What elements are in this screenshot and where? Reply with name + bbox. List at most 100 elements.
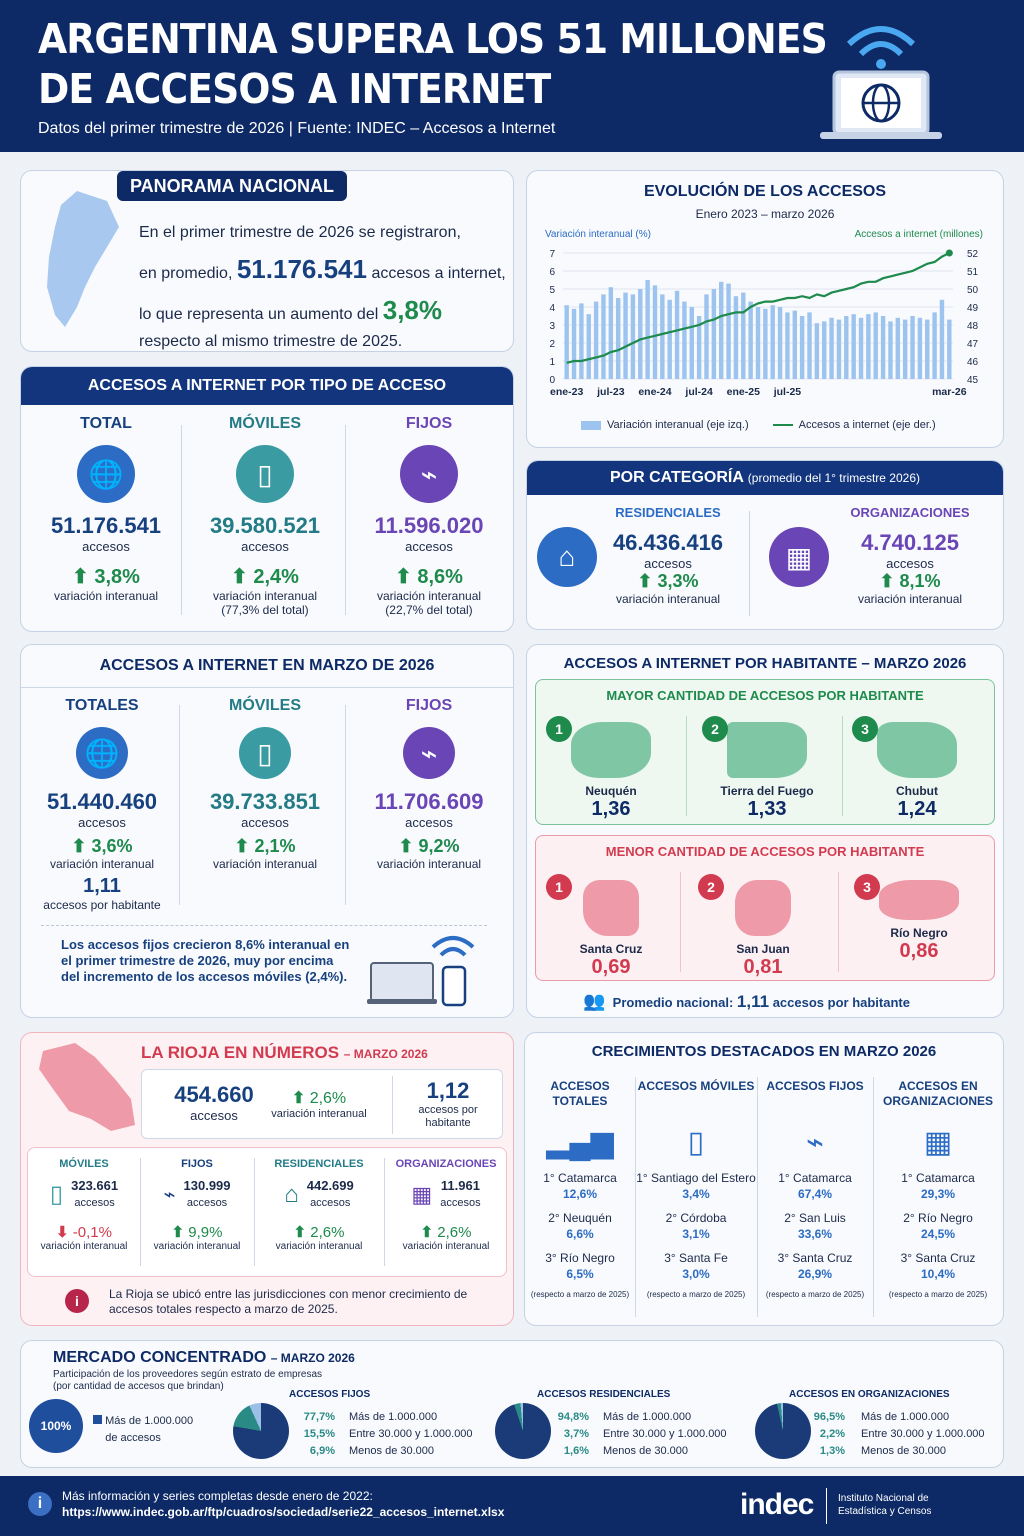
left-tick-label: 5: [549, 285, 555, 296]
header-banner: ARGENTINA SUPERA LOS 51 MILLONES DE ACCES…: [0, 0, 1024, 152]
argentina-map-icon: [47, 191, 119, 327]
right-tick-label: 46: [967, 357, 979, 368]
left-tick-label: 0: [549, 375, 555, 386]
bar: [770, 305, 775, 379]
phone-icon: ▯: [49, 1181, 64, 1208]
bar: [851, 314, 856, 379]
march-fijos: FIJOS ⌁ 11.706.609 accesos ⬆ 9,2% variac…: [374, 697, 484, 871]
building-icon: ▦: [923, 1126, 953, 1159]
legend-bar-swatch: [581, 420, 601, 430]
bar: [711, 289, 717, 379]
bar: [623, 292, 628, 379]
globe-icon: 🌐: [77, 445, 135, 503]
top-rank-2: 2 Tierra del Fuego 1,33: [692, 716, 842, 821]
bar: [902, 319, 908, 379]
people-icon: 👥: [583, 991, 606, 1011]
left-tick-label: 7: [549, 249, 555, 260]
left-axis-label: Variación interanual (%): [545, 229, 651, 240]
access-type-card: ACCESOS A INTERNET POR TIPO DE ACCESO TO…: [20, 366, 514, 632]
bar: [593, 301, 599, 379]
type-total: TOTAL 🌐 51.176.541 accesos ⬆ 3,8% variac…: [50, 415, 162, 603]
x-tick-label: mar-26: [932, 386, 967, 398]
la-rioja-note: La Rioja se ubicó entre las jurisdiccion…: [109, 1287, 468, 1316]
bar: [777, 307, 783, 379]
x-tick-label: ene-25: [727, 386, 760, 398]
bar: [844, 316, 849, 379]
bottom-ranking-panel: MENOR CANTIDAD DE ACCESOS POR HABITANTE …: [535, 835, 995, 981]
arrow-down-icon: ⬇: [56, 1224, 69, 1241]
march-title: ACCESOS A INTERNET EN MARZO DE 2026: [99, 657, 435, 674]
rioja-residenciales: RESIDENCIALES ⌂ 442.699 accesos ⬆ 2,6% var…: [274, 1158, 364, 1252]
bar: [571, 308, 577, 379]
arrow-up-icon: ⬆: [398, 836, 414, 856]
panorama-title: PANORAMA NACIONAL: [117, 171, 347, 201]
bar: [925, 319, 930, 379]
arrow-up-icon: ⬆: [234, 836, 250, 856]
bar: [888, 321, 893, 379]
info-icon: i: [28, 1492, 52, 1516]
right-tick-label: 49: [967, 303, 979, 314]
bar: [763, 308, 768, 379]
bar: [696, 316, 702, 379]
top-rank-1: 1 Neuquén 1,36: [536, 716, 686, 821]
arrow-up-icon: ⬆: [420, 1224, 434, 1241]
right-tick-label: 45: [967, 375, 979, 386]
category-card: POR CATEGORÍA (promedio del 1° trimestre…: [526, 460, 1004, 630]
bottom-rank-3: 3 Río Negro 0,86: [844, 874, 994, 963]
bar: [726, 283, 731, 379]
router-icon: ⌁: [163, 1184, 176, 1206]
chart-subtitle: Enero 2023 – marzo 2026: [695, 207, 835, 221]
bar: [814, 323, 820, 379]
phone-icon: ▯: [687, 1126, 705, 1159]
per-capita-card: ACCESOS A INTERNET POR HABITANTE – MARZO…: [526, 644, 1004, 1018]
phone-icon: ▯: [239, 727, 291, 779]
bar: [880, 316, 886, 379]
bar: [785, 312, 790, 379]
bar: [939, 299, 945, 379]
router-icon: ⌁: [403, 727, 455, 779]
bottom-rank-1: 1 Santa Cruz 0,69: [536, 874, 686, 979]
x-tick-label: jul-23: [596, 386, 625, 398]
devices-wifi-icon: [367, 936, 475, 1007]
la-rioja-summary: 454.660 accesos ⬆ 2,6% variación interanua…: [141, 1069, 503, 1139]
indec-logo: indec: [740, 1488, 814, 1521]
arrow-up-icon: ⬆: [395, 566, 412, 588]
bar: [564, 305, 569, 379]
bar: [807, 312, 812, 379]
bar: [579, 303, 584, 379]
evolution-card: EVOLUCIÓN DE LOS ACCESOS Enero 2023 – ma…: [526, 170, 1004, 448]
page-title: ARGENTINA SUPERA LOS 51 MILLONES DE ACCES…: [38, 15, 828, 113]
bar: [682, 301, 687, 379]
march-card: ACCESOS A INTERNET EN MARZO DE 2026 TOTA…: [20, 644, 514, 1018]
panorama-total: 51.176.541: [236, 254, 367, 284]
arrow-up-icon: ⬆: [293, 1224, 307, 1241]
province-map-icon: [583, 880, 639, 936]
bar: [822, 321, 827, 379]
footer-link[interactable]: https://www.indec.gob.ar/ftp/cuadros/soc…: [62, 1505, 505, 1519]
residential-pie: [495, 1403, 551, 1459]
rioja-organizaciones: ORGANIZACIONES ▦ 11.961 accesos ⬆ 2,6% var…: [395, 1158, 497, 1252]
bar: [645, 280, 650, 379]
top-rank-3: 3 Chubut 1,24: [842, 716, 992, 821]
bar: [652, 285, 658, 379]
organizations-pie: [755, 1403, 811, 1459]
national-average: 👥 Promedio nacional: 1,11 accesos por ha…: [583, 991, 910, 1011]
bar: [704, 294, 709, 379]
bar: [866, 314, 871, 379]
province-map-icon: [571, 722, 651, 778]
left-tick-label: 1: [549, 357, 555, 368]
growth-card: CRECIMIENTOS DESTACADOS EN MARZO 2026 AC…: [524, 1032, 1004, 1326]
bar: [895, 317, 901, 379]
access-type-title: ACCESOS A INTERNET POR TIPO DE ACCESO: [21, 367, 513, 405]
panorama-card: PANORAMA NACIONAL En el primer trimestre…: [20, 170, 514, 352]
bar: [873, 312, 878, 379]
legend-line: Accesos a internet (eje der.): [798, 419, 936, 431]
arrow-up-icon: ⬆: [72, 566, 89, 588]
legend-line-swatch: [772, 424, 793, 426]
right-tick-label: 52: [967, 249, 979, 260]
building-icon: ▦: [769, 527, 829, 587]
accesses-line: [566, 252, 950, 364]
march-totales: TOTALES 🌐 51.440.460 accesos ⬆ 3,6% vari…: [43, 697, 161, 912]
bar: [829, 317, 834, 379]
house-icon: ⌂: [284, 1180, 299, 1208]
